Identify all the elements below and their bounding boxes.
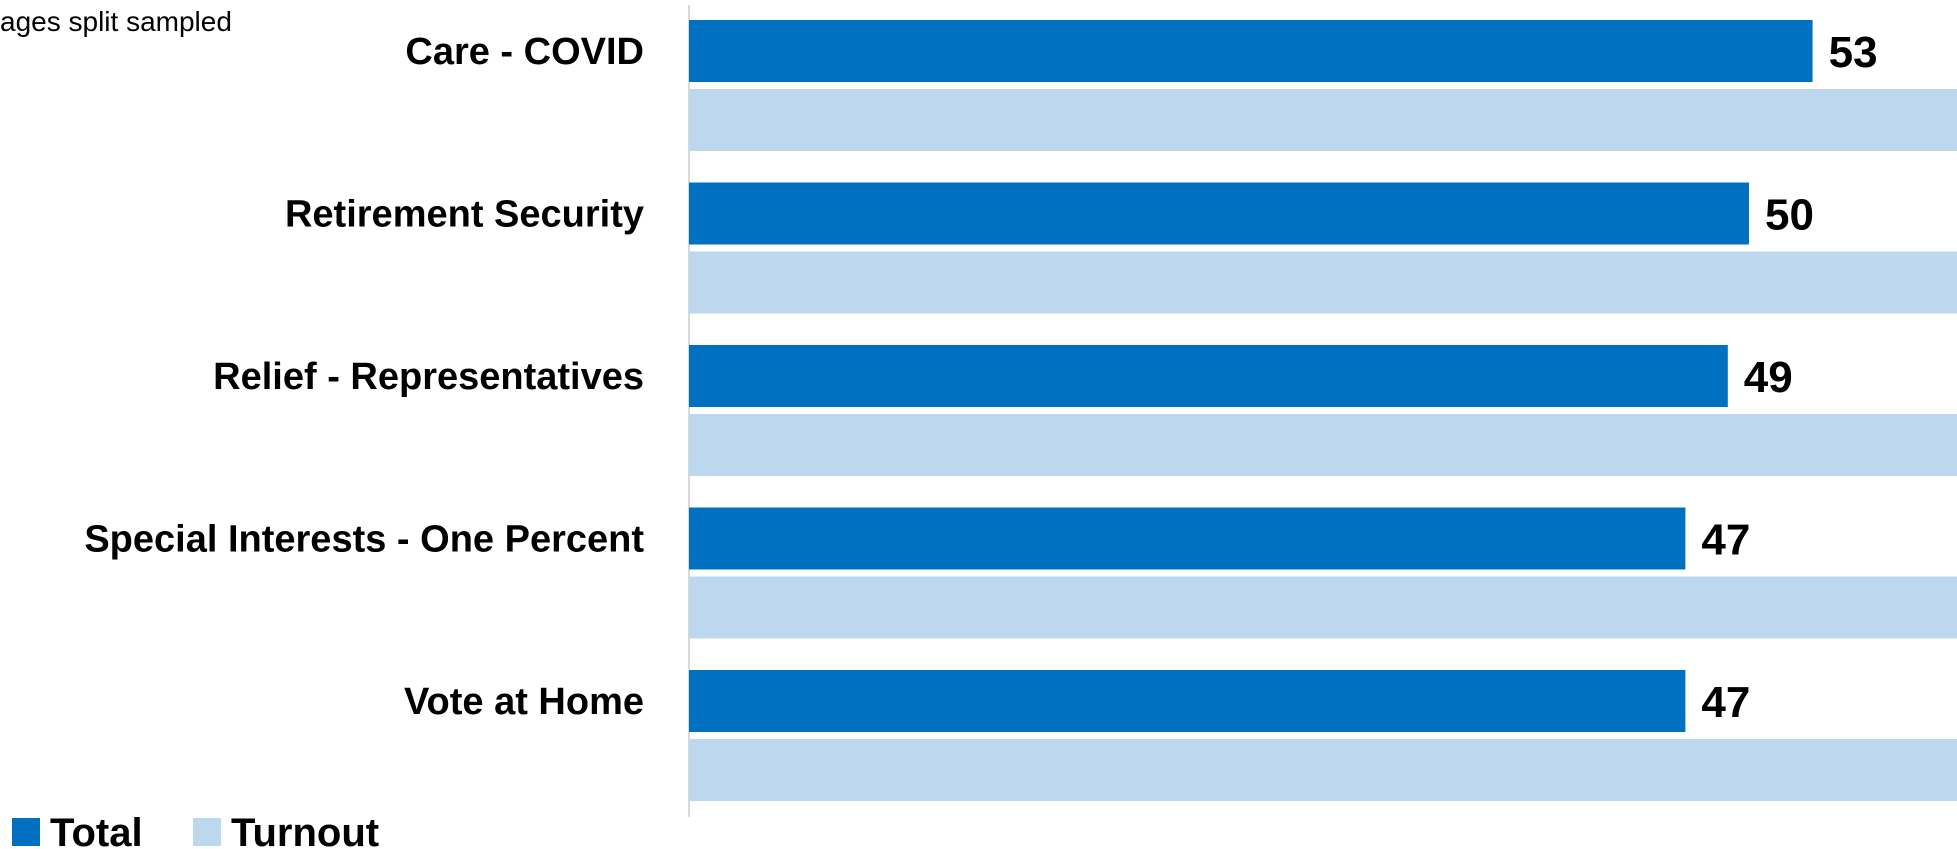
- category-label-retirement-security: Retirement Security: [285, 194, 644, 236]
- bar-turnout-care-covid: [689, 89, 1957, 151]
- data-labels: 53615063496147604764: [1701, 28, 1878, 727]
- data-label-total-vote-at-home: 47: [1701, 678, 1750, 727]
- data-label-total-special-interests-one-percent: 47: [1701, 516, 1750, 565]
- bar-total-retirement-security: [689, 182, 1749, 245]
- category-label-care-covid: Care - COVID: [405, 31, 644, 73]
- bar-total-relief-representatives: [689, 345, 1728, 407]
- bar-turnout-retirement-security: [689, 251, 1957, 314]
- bar-turnout-relief-representatives: [689, 414, 1957, 476]
- bar-turnout-vote-at-home: [689, 739, 1957, 801]
- bar-turnout-special-interests-one-percent: [689, 576, 1957, 639]
- legend-swatch-total: [12, 818, 40, 846]
- legend-label-turnout: Turnout: [231, 811, 379, 849]
- data-label-total-care-covid: 53: [1829, 28, 1878, 77]
- bars: [689, 20, 1957, 801]
- data-label-total-retirement-security: 50: [1765, 191, 1814, 240]
- category-label-special-interests-one-percent: Special Interests - One Percent: [84, 519, 644, 561]
- legend-swatch-turnout: [193, 818, 221, 846]
- data-label-total-relief-representatives: 49: [1744, 353, 1793, 402]
- chart-note: ages split sampled: [0, 6, 232, 37]
- legend: Total Turnout: [12, 811, 379, 849]
- bar-total-vote-at-home: [689, 670, 1686, 732]
- legend-label-total: Total: [50, 811, 143, 849]
- category-labels: Care - COVID Retirement Security Relief - …: [84, 31, 644, 723]
- category-label-vote-at-home: Vote at Home: [404, 681, 644, 723]
- category-label-relief-representatives: Relief - Representatives: [213, 356, 644, 398]
- bar-total-care-covid: [689, 20, 1813, 82]
- bar-total-special-interests-one-percent: [689, 507, 1686, 570]
